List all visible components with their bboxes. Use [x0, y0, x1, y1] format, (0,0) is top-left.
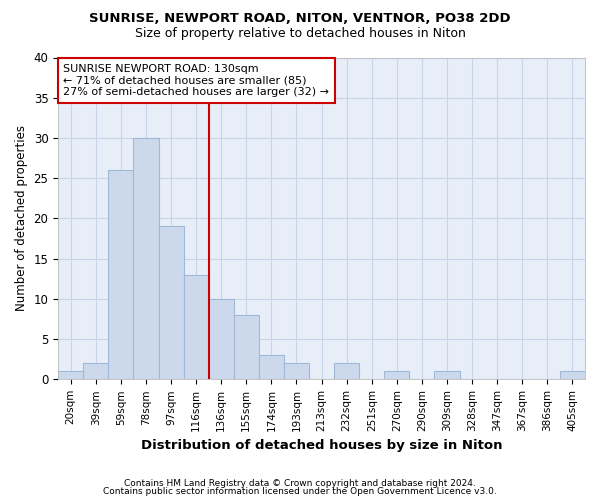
Y-axis label: Number of detached properties: Number of detached properties: [15, 126, 28, 312]
Bar: [109, 170, 133, 380]
Bar: [434, 372, 460, 380]
Bar: [560, 372, 585, 380]
Bar: [133, 138, 158, 380]
Bar: [234, 315, 259, 380]
X-axis label: Distribution of detached houses by size in Niton: Distribution of detached houses by size …: [141, 440, 502, 452]
Bar: [158, 226, 184, 380]
Text: Contains HM Land Registry data © Crown copyright and database right 2024.: Contains HM Land Registry data © Crown c…: [124, 478, 476, 488]
Bar: [259, 355, 284, 380]
Text: Contains public sector information licensed under the Open Government Licence v3: Contains public sector information licen…: [103, 487, 497, 496]
Bar: [284, 363, 309, 380]
Bar: [58, 372, 83, 380]
Bar: [184, 274, 209, 380]
Text: SUNRISE, NEWPORT ROAD, NITON, VENTNOR, PO38 2DD: SUNRISE, NEWPORT ROAD, NITON, VENTNOR, P…: [89, 12, 511, 26]
Bar: [384, 372, 409, 380]
Bar: [83, 363, 109, 380]
Bar: [334, 363, 359, 380]
Text: SUNRISE NEWPORT ROAD: 130sqm
← 71% of detached houses are smaller (85)
27% of se: SUNRISE NEWPORT ROAD: 130sqm ← 71% of de…: [64, 64, 329, 97]
Text: Size of property relative to detached houses in Niton: Size of property relative to detached ho…: [134, 28, 466, 40]
Bar: [209, 299, 234, 380]
